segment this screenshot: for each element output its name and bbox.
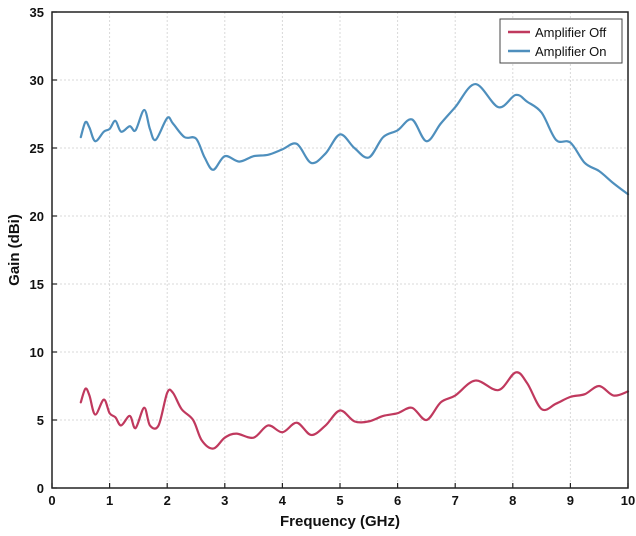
y-tick-label: 30 [30, 73, 44, 88]
legend-label-amplifier-on: Amplifier On [535, 44, 607, 59]
series-layer [81, 84, 628, 449]
x-tick-label: 7 [452, 493, 459, 508]
x-tick-label: 10 [621, 493, 635, 508]
x-tick-label: 2 [164, 493, 171, 508]
x-tick-label: 9 [567, 493, 574, 508]
y-tick-label: 35 [30, 5, 44, 20]
x-tick-label: 8 [509, 493, 516, 508]
y-tick-label: 0 [37, 481, 44, 496]
legend: Amplifier Off Amplifier On [500, 19, 622, 63]
y-tick-label: 10 [30, 345, 44, 360]
y-tick-label: 20 [30, 209, 44, 224]
y-tick-label: 15 [30, 277, 44, 292]
x-tick-label: 4 [279, 493, 287, 508]
grid [52, 12, 628, 488]
x-tick-label: 3 [221, 493, 228, 508]
x-tick-label: 6 [394, 493, 401, 508]
y-axis-title: Gain (dBi) [6, 214, 23, 286]
y-tick-label: 5 [37, 413, 44, 428]
x-tick-label: 0 [48, 493, 55, 508]
x-tick-label: 1 [106, 493, 113, 508]
x-axis-title: Frequency (GHz) [280, 513, 400, 530]
y-tick-label: 25 [30, 141, 44, 156]
series-line-amplifier-on [81, 84, 628, 194]
series-line-amplifier-off [81, 372, 628, 448]
x-tick-label: 5 [336, 493, 343, 508]
legend-label-amplifier-off: Amplifier Off [535, 25, 607, 40]
